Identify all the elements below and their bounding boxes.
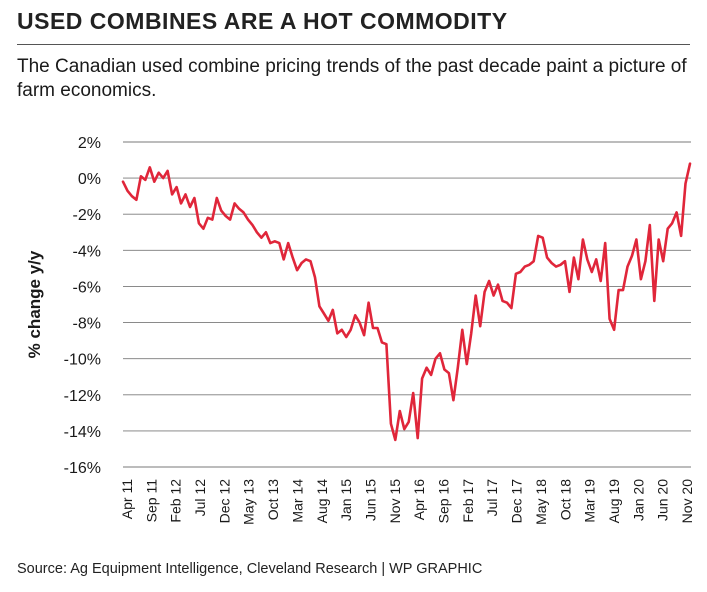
- x-tick-label: Dec 17: [509, 479, 525, 524]
- x-tick-label: May 13: [241, 479, 257, 525]
- title-divider: [17, 44, 690, 45]
- series-line-0: [121, 162, 692, 442]
- x-tick-label: Jul 12: [192, 479, 208, 517]
- x-tick-label: Jul 17: [484, 479, 500, 517]
- y-tick-label: -14%: [64, 424, 101, 441]
- x-tick-label: Jan 15: [338, 479, 354, 521]
- x-tick-label: Oct 13: [265, 479, 281, 520]
- x-tick-label: Sep 11: [143, 479, 159, 523]
- y-tick-label: -8%: [73, 316, 101, 333]
- x-tick-label: Aug 19: [606, 479, 622, 524]
- x-tick-label: Apr 16: [411, 479, 427, 520]
- x-tick-label: Nov 15: [387, 479, 403, 524]
- x-tick-label: Jun 20: [655, 479, 671, 521]
- y-tick-label: 2%: [78, 135, 101, 152]
- x-tick-label: Oct 18: [557, 479, 573, 520]
- x-tick-label: Nov 20: [679, 479, 695, 524]
- grid-lines: [123, 141, 691, 468]
- series-group: [121, 162, 692, 442]
- x-tick-label: Mar 19: [582, 479, 598, 523]
- x-axis-ticks: Apr 11 Sep 11 Feb 12 Jul 12 Dec 12 May 13 Oct …: [119, 479, 695, 525]
- x-tick-label: Sep 16: [436, 479, 452, 524]
- x-tick-label: Dec 12: [216, 479, 232, 524]
- y-axis-ticks: 2% 0% -2% -4% -6% -8% -10% -12% -14% -16%: [64, 135, 101, 477]
- y-tick-label: -16%: [64, 460, 101, 477]
- x-tick-label: Apr 11: [119, 479, 135, 519]
- x-tick-label: Mar 14: [289, 479, 305, 523]
- y-tick-label: 0%: [78, 171, 101, 188]
- y-tick-label: -12%: [64, 388, 101, 405]
- x-tick-label: Aug 14: [314, 479, 330, 524]
- y-tick-label: -6%: [73, 279, 101, 296]
- chart-subtitle: The Canadian used combine pricing trends…: [17, 56, 687, 101]
- x-tick-label: Feb 17: [460, 479, 476, 523]
- source-note: Source: Ag Equipment Intelligence, Cleve…: [17, 561, 483, 577]
- x-tick-label: Jan 20: [630, 479, 646, 521]
- x-tick-label: Jun 15: [362, 479, 378, 521]
- x-tick-label: Feb 12: [168, 479, 184, 523]
- y-axis-label: % change y/y: [25, 250, 44, 358]
- y-tick-label: -4%: [73, 243, 101, 260]
- x-tick-label: May 18: [533, 479, 549, 525]
- chart-title: USED COMBINES ARE A HOT COMMODITY: [17, 8, 508, 34]
- y-tick-label: -10%: [64, 352, 101, 369]
- y-tick-label: -2%: [73, 207, 101, 224]
